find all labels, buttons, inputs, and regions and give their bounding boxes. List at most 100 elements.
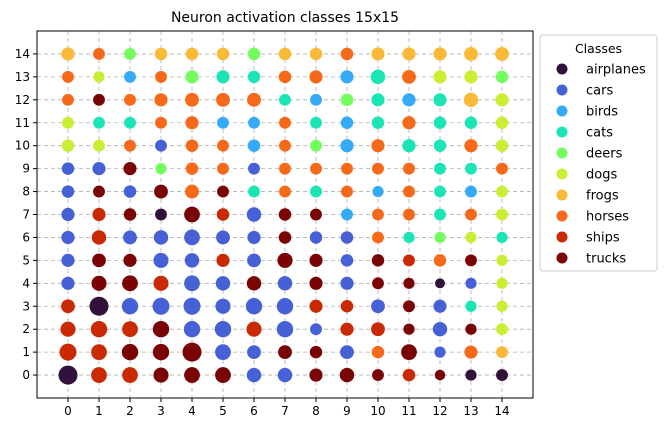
point-cars bbox=[215, 321, 231, 337]
legend-marker-horses bbox=[557, 211, 568, 222]
point-ships bbox=[61, 299, 75, 313]
point-horses bbox=[217, 163, 229, 175]
point-horses bbox=[185, 116, 198, 129]
point-airplanes bbox=[90, 297, 109, 316]
point-horses bbox=[279, 186, 291, 198]
point-ships bbox=[122, 367, 138, 383]
point-cats bbox=[248, 71, 261, 84]
point-deers bbox=[248, 48, 261, 61]
x-tick-label: 13 bbox=[463, 404, 478, 418]
point-cats bbox=[433, 93, 446, 106]
point-frogs bbox=[310, 48, 323, 61]
point-horses bbox=[279, 163, 291, 175]
x-tick-label: 9 bbox=[343, 404, 351, 418]
point-trucks bbox=[217, 186, 229, 198]
point-dogs bbox=[464, 70, 477, 83]
point-cars bbox=[154, 230, 168, 244]
legend-label-trucks: trucks bbox=[586, 252, 626, 267]
point-birds bbox=[248, 117, 260, 129]
point-ships bbox=[217, 208, 230, 221]
point-cars bbox=[278, 368, 292, 382]
y-tick-label: 1 bbox=[22, 345, 30, 359]
point-dogs bbox=[496, 323, 508, 335]
legend-marker-airplanes bbox=[557, 64, 568, 75]
point-cars bbox=[215, 299, 230, 314]
point-trucks bbox=[403, 278, 414, 289]
point-trucks bbox=[184, 367, 200, 383]
point-frogs bbox=[371, 47, 384, 60]
point-trucks bbox=[153, 368, 168, 383]
x-tick-label: 1 bbox=[95, 404, 103, 418]
point-cats bbox=[403, 232, 414, 243]
point-cars bbox=[153, 253, 168, 268]
point-birds bbox=[341, 209, 353, 221]
point-deers bbox=[496, 71, 509, 84]
point-ships bbox=[403, 254, 415, 266]
point-horses bbox=[93, 48, 105, 60]
point-airplanes bbox=[59, 366, 78, 385]
y-tick-label: 8 bbox=[22, 185, 30, 199]
y-tick-label: 7 bbox=[22, 208, 30, 222]
point-cars bbox=[123, 231, 137, 245]
point-trucks bbox=[401, 344, 417, 360]
point-cars bbox=[247, 231, 260, 244]
point-cats bbox=[434, 117, 447, 130]
point-cats bbox=[248, 186, 260, 198]
point-cars bbox=[215, 344, 231, 360]
point-deers bbox=[310, 140, 322, 152]
point-birds bbox=[340, 70, 353, 83]
point-birds bbox=[248, 139, 261, 152]
point-dogs bbox=[62, 117, 74, 129]
point-cats bbox=[372, 117, 385, 130]
point-cars bbox=[310, 231, 323, 244]
point-horses bbox=[279, 140, 291, 152]
y-tick-label: 14 bbox=[15, 47, 30, 61]
point-cars bbox=[340, 345, 354, 359]
point-horses bbox=[402, 116, 415, 129]
point-horses bbox=[124, 94, 136, 106]
point-horses bbox=[216, 93, 230, 107]
point-trucks bbox=[403, 300, 415, 312]
point-cats bbox=[124, 117, 136, 129]
point-cars bbox=[184, 275, 200, 291]
point-deers bbox=[155, 163, 166, 174]
point-dogs bbox=[495, 93, 508, 106]
legend-label-frogs: frogs bbox=[586, 189, 619, 204]
point-cars bbox=[62, 162, 75, 175]
point-birds bbox=[341, 117, 354, 130]
point-horses bbox=[403, 209, 415, 221]
point-cats bbox=[371, 93, 384, 106]
point-frogs bbox=[495, 47, 509, 61]
point-cars bbox=[185, 253, 199, 267]
legend-marker-ships bbox=[557, 232, 568, 243]
point-trucks bbox=[372, 369, 384, 381]
point-dogs bbox=[433, 70, 446, 83]
point-cars bbox=[247, 253, 261, 267]
point-dogs bbox=[62, 139, 75, 152]
chart-title: Neuron activation classes 15x15 bbox=[171, 10, 399, 26]
legend-marker-frogs bbox=[557, 190, 568, 201]
point-horses bbox=[434, 254, 447, 267]
point-trucks bbox=[153, 321, 169, 337]
point-trucks bbox=[123, 162, 136, 175]
point-horses bbox=[310, 163, 322, 175]
point-trucks bbox=[403, 324, 414, 335]
legend-marker-birds bbox=[557, 106, 568, 117]
point-horses bbox=[403, 186, 415, 198]
point-ships bbox=[153, 276, 168, 291]
point-trucks bbox=[340, 368, 354, 382]
point-horses bbox=[372, 346, 385, 359]
point-horses bbox=[464, 139, 477, 152]
point-cats bbox=[434, 209, 446, 221]
point-cats bbox=[371, 70, 385, 84]
point-horses bbox=[217, 140, 229, 152]
point-cars bbox=[341, 231, 354, 244]
legend-title: Classes bbox=[575, 41, 622, 56]
point-cars bbox=[247, 207, 261, 221]
x-tick-label: 14 bbox=[494, 404, 509, 418]
point-dogs bbox=[496, 301, 507, 312]
point-trucks bbox=[465, 254, 477, 266]
point-cats bbox=[434, 163, 446, 175]
point-trucks bbox=[309, 368, 322, 381]
x-tick-label: 2 bbox=[126, 404, 134, 418]
